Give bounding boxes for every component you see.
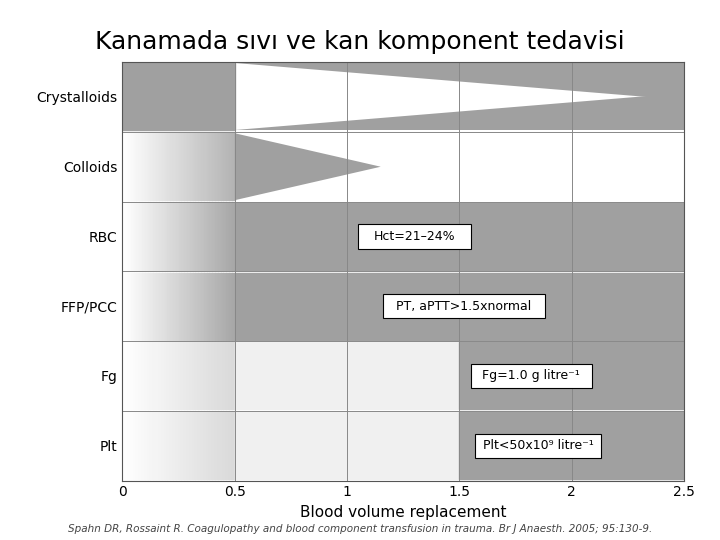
Text: Plt<50x10⁹ litre⁻¹: Plt<50x10⁹ litre⁻¹ xyxy=(482,439,593,452)
Polygon shape xyxy=(235,64,684,100)
Text: Hct=21–24%: Hct=21–24% xyxy=(374,230,455,243)
FancyBboxPatch shape xyxy=(383,294,545,319)
Polygon shape xyxy=(235,93,684,131)
X-axis label: Blood volume replacement: Blood volume replacement xyxy=(300,505,506,520)
FancyBboxPatch shape xyxy=(475,434,601,458)
Polygon shape xyxy=(235,133,381,200)
Text: Fg=1.0 g litre⁻¹: Fg=1.0 g litre⁻¹ xyxy=(482,369,580,382)
Text: Spahn DR, Rossaint R. Coagulopathy and blood component transfusion in trauma. Br: Spahn DR, Rossaint R. Coagulopathy and b… xyxy=(68,523,652,534)
Text: PT, aPTT>1.5xnormal: PT, aPTT>1.5xnormal xyxy=(396,300,531,313)
FancyBboxPatch shape xyxy=(471,364,592,388)
FancyBboxPatch shape xyxy=(359,224,471,249)
Text: Kanamada sıvı ve kan komponent tedavisi: Kanamada sıvı ve kan komponent tedavisi xyxy=(95,30,625,53)
